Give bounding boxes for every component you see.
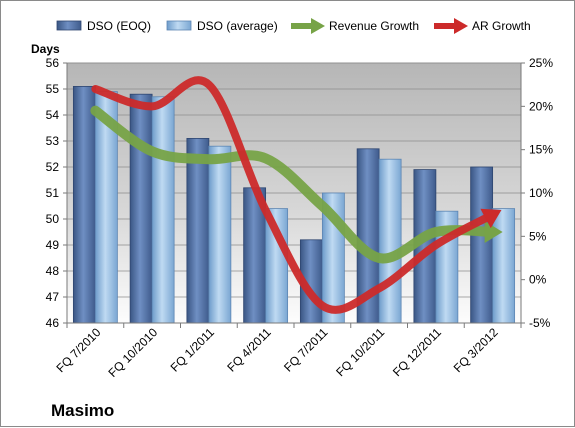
legend-revenue-growth-label: Revenue Growth (329, 19, 419, 33)
legend-revenue-growth-swatch-head (311, 18, 325, 34)
bar-dso-eoq (73, 86, 95, 323)
bar-dso-eoq (187, 138, 209, 323)
x-tick-label: FQ 10/2011 (333, 325, 387, 379)
bar-dso-eoq (130, 94, 152, 323)
left-tick-label: 50 (46, 212, 60, 226)
right-tick-label: 15% (529, 143, 553, 157)
x-tick-label: FQ 3/2012 (451, 325, 501, 375)
left-tick-label: 48 (46, 264, 60, 278)
x-tick-label: FQ 10/2010 (106, 325, 161, 380)
company-name: Masimo (51, 401, 114, 420)
x-tick-label: FQ 1/2011 (168, 325, 218, 375)
x-tick-label: FQ 7/2010 (54, 325, 104, 375)
left-axis: 46 47 48 49 50 51 52 53 54 55 56 (46, 56, 67, 330)
bar-dso-average (209, 146, 231, 323)
left-axis-title: Days (31, 42, 60, 56)
left-tick-label: 55 (46, 82, 60, 96)
right-tick-label: 5% (529, 229, 547, 243)
right-tick-label: 10% (529, 186, 553, 200)
legend-dso-average-label: DSO (average) (197, 19, 278, 33)
right-tick-label: 20% (529, 99, 553, 113)
x-tick-label: FQ 4/2011 (224, 325, 274, 375)
left-tick-label: 49 (46, 238, 60, 252)
left-tick-label: 53 (46, 134, 60, 148)
left-tick-label: 46 (46, 316, 60, 330)
left-tick-label: 56 (46, 56, 60, 70)
x-tick-label: FQ 7/2011 (281, 325, 331, 375)
right-axis: -5% 0% 5% 10% 15% 20% 25% (521, 56, 553, 330)
left-tick-label: 54 (46, 108, 60, 122)
left-tick-label: 52 (46, 160, 60, 174)
bar-dso-average (493, 209, 515, 323)
x-tick-label: FQ 12/2011 (390, 325, 444, 379)
bar-dso-average (152, 97, 174, 323)
bar-dso-average (379, 159, 401, 323)
legend-dso-average-swatch (167, 21, 191, 30)
legend-dso-eoq-swatch (57, 21, 81, 30)
legend-dso-eoq-label: DSO (EOQ) (87, 19, 151, 33)
bar-dso-eoq (471, 167, 493, 323)
left-tick-label: 51 (46, 186, 60, 200)
right-tick-label: 25% (529, 56, 553, 70)
legend-ar-growth-swatch-head (454, 18, 468, 34)
right-tick-label: -5% (529, 316, 551, 330)
right-tick-label: 0% (529, 273, 547, 287)
legend-ar-growth-label: AR Growth (472, 19, 531, 33)
left-tick-label: 47 (46, 290, 60, 304)
legend: DSO (EOQ) DSO (average) Revenue Growth AR G… (57, 18, 531, 34)
